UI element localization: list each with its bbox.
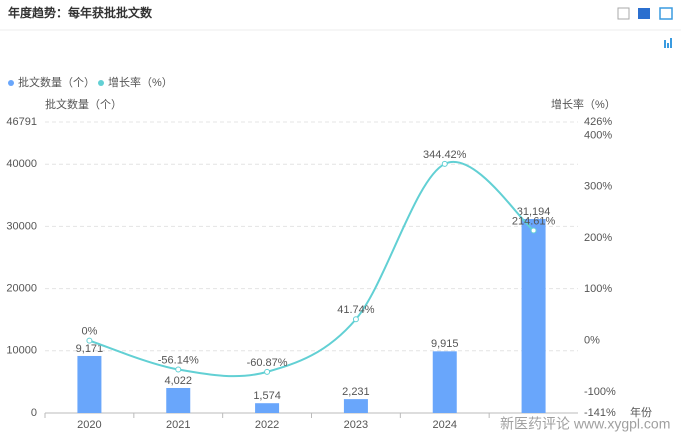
y2-tick-label: 426% [584,116,612,128]
y-tick-label: 30000 [6,220,37,232]
line-value-label: 0% [81,326,97,338]
bar [77,355,102,413]
line-value-label: 214.61% [512,215,556,227]
x-axis-title: 年份 [630,405,652,419]
bar-value-label: 9,915 [431,338,459,350]
chart-title: 年度趋势：每年获批批文数 [8,5,153,20]
y-axis-title: 批文数量（个） [45,97,122,111]
line-point [175,366,182,373]
legend-label: 增长率（%） [108,75,173,89]
x-tick-label: 2023 [344,419,368,431]
y2-axis-title: 增长率（%） [551,97,616,111]
line-value-label: -56.14% [158,354,199,366]
bar [255,403,280,413]
bar-value-label: 1,574 [253,390,281,402]
y2-tick-label: 200% [584,232,612,244]
x-tick-label: 2021 [166,419,190,431]
image-icon[interactable] [659,7,673,20]
y-tick-label: 40000 [6,158,37,170]
fullscreen-icon[interactable] [617,7,630,20]
y-tick-label: 20000 [6,283,37,295]
bar [166,387,191,413]
y2-tick-label: 0% [584,335,600,347]
bar-value-label: 2,231 [342,386,370,398]
legend-marker [8,80,14,86]
legend-label: 批文数量（个） [18,75,95,89]
y2-tick-label: 100% [584,283,612,295]
y2-tick-label: 400% [584,129,612,141]
watermark: 新医药评论 www.xygpl.com [500,416,670,432]
bar-value-label: 4,022 [164,375,192,387]
excel-icon[interactable] [638,8,650,19]
y-tick-label: 0 [31,407,37,419]
line-value-label: 344.42% [423,149,467,161]
line-point [530,227,537,234]
y-tick-label: 46791 [6,116,37,128]
x-tick-label: 2024 [433,419,457,431]
y2-tick-label: 300% [584,181,612,193]
bar-value-label: 31,194 [517,206,551,218]
bar [432,351,457,413]
x-tick-label: 2020 [77,419,101,431]
x-tick-label: 2022 [255,419,279,431]
line-value-label: -60.87% [247,357,288,369]
line-point [441,160,448,167]
line-point [264,368,271,375]
y2-tick-label: -100% [584,386,616,398]
line-point [86,337,93,344]
line-value-label: 41.74% [337,304,375,316]
legend-marker [98,80,104,86]
y-tick-label: 10000 [6,345,37,357]
line-point [352,316,359,323]
bar [521,219,546,413]
bar-value-label: 9,171 [76,343,104,355]
chart-icon[interactable] [664,38,672,48]
y2-tick-label: -141% [584,407,616,419]
toolbar[interactable] [617,7,673,48]
bar [343,399,368,413]
